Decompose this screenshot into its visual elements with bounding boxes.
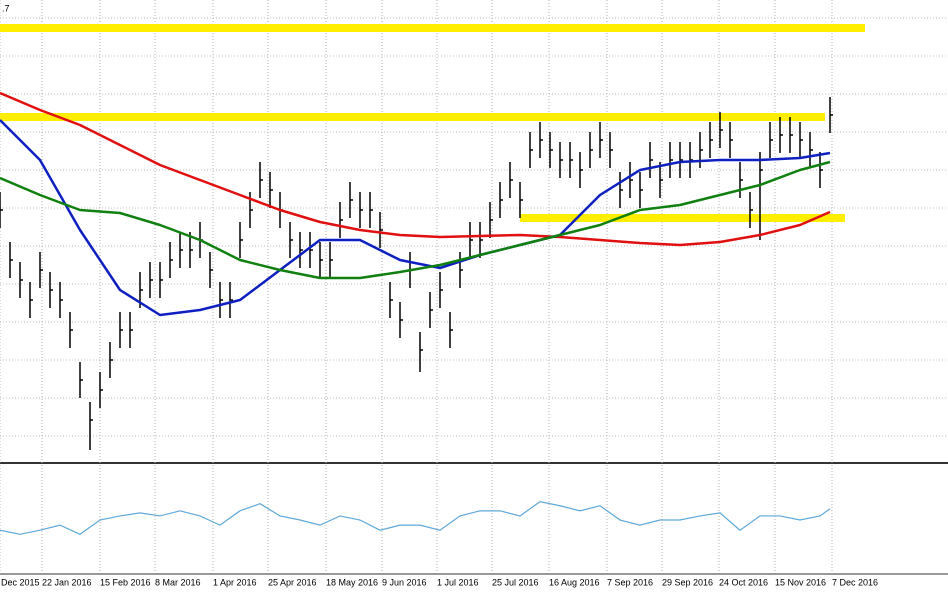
x-tick-label: 8 Mar 2016 — [155, 577, 201, 587]
x-tick-label: 22 Jan 2016 — [42, 577, 92, 587]
x-tick-label: 24 Oct 2016 — [719, 577, 768, 587]
x-tick-label: 9 Jun 2016 — [382, 577, 427, 587]
oscillator-line — [0, 501, 831, 535]
background-grid — [0, 0, 948, 462]
x-tick-label: 15 Feb 2016 — [100, 577, 151, 587]
x-tick-label: 16 Aug 2016 — [549, 577, 600, 587]
x-tick-label: 1 Jul 2016 — [437, 577, 479, 587]
x-tick-label: 15 Nov 2016 — [775, 577, 826, 587]
x-tick-label: 25 Apr 2016 — [268, 577, 317, 587]
x-tick-label: 25 Jul 2016 — [492, 577, 539, 587]
moving-average — [0, 160, 831, 280]
price-label: .7 — [2, 3, 10, 13]
x-tick-label: 1 Apr 2016 — [213, 577, 257, 587]
x-tick-label: 18 May 2016 — [326, 577, 378, 587]
x-tick-label: 7 Sep 2016 — [607, 577, 653, 587]
x-tick-label: Dec 2015 — [1, 577, 40, 587]
x-tick-label: 7 Dec 2016 — [832, 577, 878, 587]
moving-average — [0, 119, 831, 317]
x-tick-label: 29 Sep 2016 — [662, 577, 713, 587]
moving-average — [0, 91, 831, 247]
